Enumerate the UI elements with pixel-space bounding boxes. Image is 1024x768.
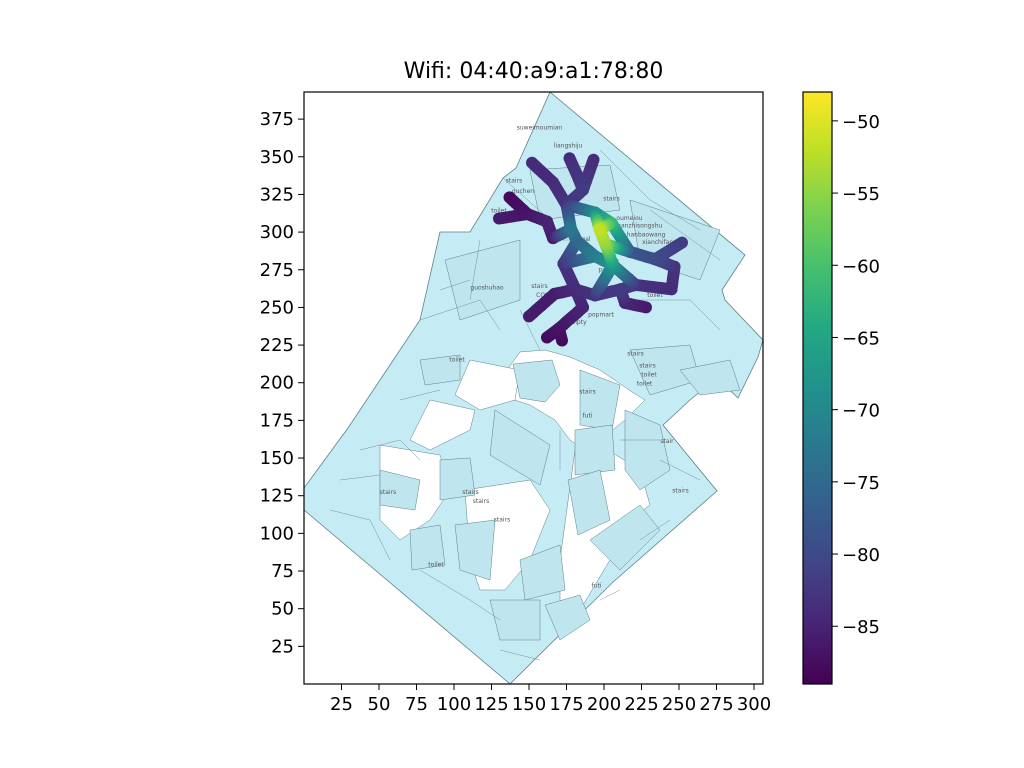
- plot-frame: [303, 91, 764, 685]
- y-tick-label: 150: [260, 448, 294, 469]
- map-label: futi: [583, 412, 593, 419]
- colorbar-frame: [802, 91, 833, 685]
- x-tick-label: 50: [368, 694, 391, 715]
- colorbar-tick-label: −85: [842, 617, 880, 638]
- map-label: stairs: [506, 177, 522, 184]
- signal-point: [493, 212, 505, 225]
- map-label: hanbaowang: [627, 232, 666, 239]
- signal-point: [541, 215, 553, 228]
- x-tick-label: 300: [737, 694, 771, 715]
- signal-point: [523, 310, 535, 323]
- x-tick-label: 200: [587, 694, 621, 715]
- map-label: stairs: [473, 498, 489, 505]
- colorbar: −50 −55 −60 −65 −70 −75 −80 −85: [802, 91, 880, 685]
- colorbar-tick-label: −75: [842, 473, 880, 494]
- floor-plan: suweimoumian liangshiju stairs quchen toilet…: [304, 92, 763, 684]
- x-axis: 25 50 75 100 125 150 175 200 225 250 275 300: [330, 684, 771, 715]
- y-tick-label: 100: [260, 523, 294, 544]
- colorbar-tick-label: −60: [842, 256, 880, 277]
- colorbar-tick-label: −80: [842, 545, 880, 566]
- signal-point: [593, 223, 606, 236]
- map-label: toilet: [491, 208, 507, 215]
- map-label: gal: [581, 236, 590, 243]
- x-tick-label: 100: [437, 694, 471, 715]
- colorbar-tick-label: −65: [842, 328, 880, 349]
- y-tick-label: 350: [260, 147, 294, 168]
- shop-partitions: [329, 149, 721, 661]
- map-label: suweimoumian: [517, 125, 563, 132]
- y-tick-label: 125: [260, 486, 294, 507]
- signal-point: [577, 183, 589, 196]
- map-label: oumeiou: [616, 215, 642, 222]
- y-tick-label: 275: [260, 260, 294, 281]
- x-tick-label: 225: [624, 694, 658, 715]
- y-tick-label: 50: [271, 599, 294, 620]
- colorbar-gradient: [803, 92, 832, 684]
- colorbar-ticks: −50 −55 −60 −65 −70 −75 −80 −85: [832, 112, 880, 638]
- x-tick-label: 75: [405, 694, 428, 715]
- map-label: quchen: [512, 188, 534, 195]
- map-label: popmart: [588, 311, 614, 318]
- map-label: stairs: [462, 489, 478, 496]
- map-label: stairs: [672, 488, 688, 495]
- map-label: liangshiju: [554, 143, 583, 150]
- map-label: toilet: [428, 562, 444, 569]
- colorbar-tick-label: −50: [842, 112, 880, 133]
- x-tick-label: 250: [662, 694, 696, 715]
- signal-point: [565, 223, 577, 236]
- x-tick-label: 175: [549, 694, 583, 715]
- map-label: stairs: [494, 516, 510, 523]
- x-tick-label: 275: [699, 694, 733, 715]
- y-tick-label: 175: [260, 410, 294, 431]
- map-label: stairs: [627, 351, 643, 358]
- y-tick-label: 25: [271, 636, 294, 657]
- colorbar-tick-label: −55: [842, 184, 880, 205]
- y-tick-label: 375: [260, 109, 294, 130]
- map-label: stairs: [603, 195, 619, 202]
- map-label: stairs: [639, 363, 655, 370]
- map-label: stair: [660, 438, 674, 445]
- map-label: stairs: [579, 388, 595, 395]
- map-label: empty: [567, 319, 587, 326]
- y-tick-label: 325: [260, 184, 294, 205]
- map-label: guoshuhao: [470, 284, 503, 291]
- map-label: stairs: [531, 283, 547, 290]
- y-tick-label: 250: [260, 297, 294, 318]
- map-label: toilet: [647, 292, 663, 299]
- y-tick-label: 75: [271, 561, 294, 582]
- map-label: stairs: [380, 489, 396, 496]
- y-tick-label: 225: [260, 335, 294, 356]
- map-label: sanzhisongshu: [618, 223, 663, 230]
- map-label: toilet: [449, 357, 465, 364]
- colorbar-tick-label: −70: [842, 401, 880, 422]
- chart-title: Wifi: 04:40:a9:a1:78:80: [404, 59, 664, 84]
- map-label: toilet: [641, 372, 657, 379]
- map-label: toilet: [637, 381, 653, 388]
- y-axis: 25 50 75 100 125 150 175 200 225 250 275 300 325 350 3…: [260, 109, 304, 657]
- map-label: xianchifang: [642, 239, 677, 246]
- y-tick-label: 200: [260, 373, 294, 394]
- x-tick-label: 125: [474, 694, 508, 715]
- x-tick-label: 150: [512, 694, 546, 715]
- x-tick-label: 25: [330, 694, 353, 715]
- y-tick-label: 300: [260, 222, 294, 243]
- map-label: futi: [592, 583, 602, 590]
- shop-blocks: [379, 164, 741, 641]
- scatter-points: [493, 152, 688, 347]
- signal-point: [614, 283, 627, 296]
